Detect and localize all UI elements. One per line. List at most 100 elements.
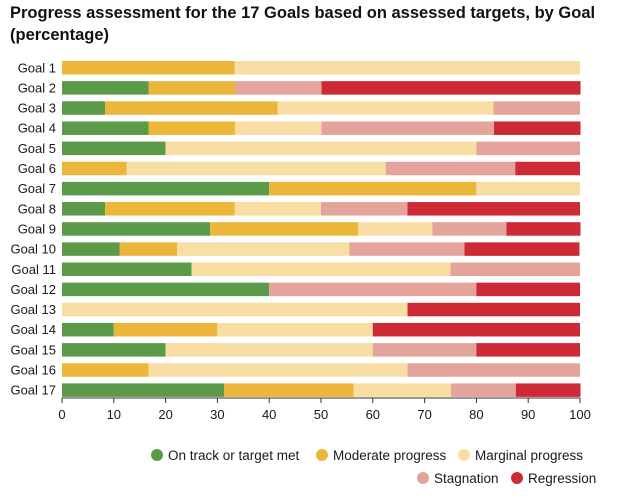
category-label-goal-6: Goal 6 (18, 161, 56, 176)
x-tick-label-20: 20 (158, 407, 172, 422)
bar-goal-8-on-track-or-target-met (62, 202, 105, 216)
category-labels: Goal 1 Goal 2 Goal 3 Goal 4 Goal 5 Goal 6 Goal… (10, 60, 56, 397)
bar-goal-14-marginal-progress (217, 322, 373, 337)
bar-goal-8-marginal-progress (234, 202, 321, 216)
bar-goal-4-regression (494, 121, 581, 135)
bar-goal-10-stagnation (349, 242, 465, 256)
bar-goal-16-moderate-progress (62, 363, 149, 377)
bar-goal-9-regression (506, 222, 581, 236)
category-label-goal-2: Goal 2 (18, 80, 56, 95)
category-label-goal-7: Goal 7 (18, 181, 56, 196)
bar-goal-8-regression (407, 202, 580, 216)
bar-goal-17-marginal-progress (353, 383, 452, 397)
category-label-goal-16: Goal 16 (10, 363, 56, 378)
bar-goal-10-marginal-progress (177, 242, 350, 256)
bar-goal-6-regression (515, 161, 580, 176)
category-label-goal-9: Goal 9 (18, 221, 56, 236)
bar-goal-3-stagnation (493, 101, 580, 115)
bar-goal-9-moderate-progress (210, 222, 359, 236)
bar-goal-10-moderate-progress (119, 242, 177, 256)
bar-goal-14-on-track-or-target-met (62, 322, 114, 337)
bar-goal-9-marginal-progress (358, 222, 433, 236)
category-label-goal-17: Goal 17 (10, 383, 56, 398)
bar-goal-11-marginal-progress (191, 262, 451, 276)
bar-goal-6-moderate-progress (62, 161, 127, 176)
legend-label-regression: Regression (528, 471, 596, 486)
legend-swatch-regression (511, 472, 523, 484)
x-tick-label-70: 70 (417, 407, 431, 422)
category-label-goal-11: Goal 11 (11, 262, 56, 277)
bar-goal-17-regression (515, 383, 581, 397)
bar-goal-4-moderate-progress (148, 121, 236, 135)
bar-goal-9-stagnation (432, 222, 507, 236)
bar-goal-11-on-track-or-target-met (62, 262, 192, 276)
bar-goal-9-on-track-or-target-met (62, 222, 211, 236)
bar-goal-6-stagnation (385, 161, 516, 176)
bar-goal-7-on-track-or-target-met (62, 181, 270, 196)
bar-goal-12-regression (476, 282, 580, 297)
bar-goal-8-stagnation (321, 202, 408, 216)
bar-goal-6-marginal-progress (126, 161, 386, 176)
bar-goal-13-marginal-progress (62, 302, 408, 317)
bar-goal-11-stagnation (450, 262, 580, 276)
bar-goal-2-moderate-progress (148, 81, 236, 95)
legend-label-stagnation: Stagnation (434, 471, 499, 486)
legend-swatch-moderate-progress (316, 449, 328, 461)
bar-goal-14-moderate-progress (113, 322, 218, 337)
bar-goal-3-on-track-or-target-met (62, 101, 105, 115)
bar-goal-3-moderate-progress (104, 101, 278, 115)
x-tick-label-10: 10 (107, 407, 121, 422)
category-label-goal-12: Goal 12 (10, 282, 56, 297)
category-label-goal-14: Goal 14 (10, 322, 56, 337)
bar-goal-4-marginal-progress (235, 121, 322, 135)
category-label-goal-1: Goal 1 (18, 60, 56, 75)
legend-label-moderate-progress: Moderate progress (333, 448, 447, 463)
x-tick-label-30: 30 (210, 407, 224, 422)
bar-goal-2-stagnation (235, 81, 322, 95)
bar-goal-1-moderate-progress (62, 61, 235, 75)
bar-goal-13-regression (407, 302, 580, 317)
bar-goal-16-marginal-progress (148, 363, 408, 377)
category-label-goal-13: Goal 13 (10, 302, 56, 317)
bar-goal-10-regression (464, 242, 580, 256)
bar-goal-17-on-track-or-target-met (62, 383, 225, 397)
bar-goal-1-marginal-progress (234, 61, 581, 75)
bar-goal-7-marginal-progress (476, 181, 580, 196)
category-label-goal-8: Goal 8 (18, 201, 56, 216)
x-tick-label-80: 80 (469, 407, 483, 422)
category-label-goal-15: Goal 15 (10, 342, 56, 357)
bar-goal-15-stagnation (372, 343, 477, 357)
category-label-goal-3: Goal 3 (18, 101, 56, 116)
x-tick-label-0: 0 (58, 407, 65, 422)
bar-goal-5-on-track-or-target-met (62, 141, 166, 156)
bar-goal-17-moderate-progress (224, 383, 354, 397)
category-label-goal-5: Goal 5 (18, 141, 56, 156)
x-tick-label-50: 50 (314, 407, 328, 422)
legend-swatch-stagnation (417, 472, 429, 484)
bar-goal-10-on-track-or-target-met (62, 242, 120, 256)
chart-title-line-1: Progress assessment for the 17 Goals bas… (10, 4, 596, 22)
bar-goal-16-stagnation (407, 363, 580, 377)
bar-goal-14-regression (372, 322, 580, 337)
legend-label-on-track-or-target-met: On track or target met (168, 448, 300, 463)
bar-goal-2-on-track-or-target-met (62, 81, 149, 95)
bar-goal-5-marginal-progress (165, 141, 477, 156)
x-tick-label-100: 100 (569, 407, 591, 422)
category-label-goal-4: Goal 4 (18, 121, 56, 136)
bar-goal-7-moderate-progress (269, 181, 477, 196)
x-tick-label-90: 90 (521, 407, 535, 422)
bar-goal-15-regression (476, 343, 580, 357)
bar-goal-15-marginal-progress (165, 343, 373, 357)
bar-goal-4-stagnation (321, 121, 495, 135)
x-tick-label-40: 40 (262, 407, 276, 422)
legend: On track or target met Moderate progress M… (151, 448, 596, 486)
bar-goal-2-regression (321, 81, 581, 95)
bar-goal-3-marginal-progress (277, 101, 494, 115)
bar-goal-5-stagnation (476, 141, 580, 156)
chart-title: Progress assessment for the 17 Goals bas… (10, 2, 614, 46)
x-tick-label-60: 60 (366, 407, 380, 422)
chart-title-line-2: (percentage) (10, 26, 110, 44)
bar-goal-4-on-track-or-target-met (62, 121, 149, 135)
bar-goal-17-stagnation (451, 383, 516, 397)
